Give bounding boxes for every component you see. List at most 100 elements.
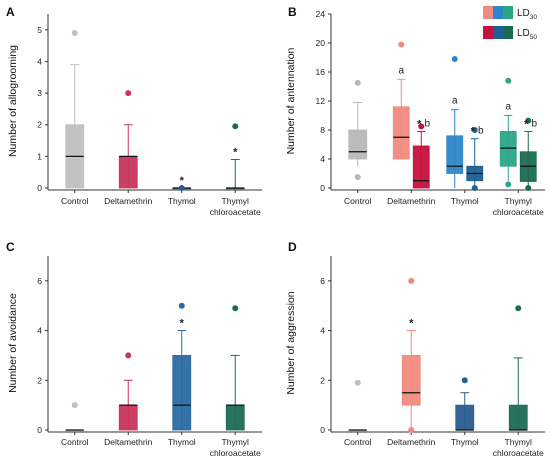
significance-star: * <box>417 118 422 130</box>
outlier-point <box>71 402 78 409</box>
significance-label: a <box>452 96 458 107</box>
box-iqr <box>412 145 430 189</box>
outlier-point <box>71 29 78 36</box>
outlier-point <box>125 90 132 97</box>
y-tick-label: 0 <box>320 425 325 435</box>
outlier-point <box>408 427 415 433</box>
chart-panel-d: 0 2 4 6 D Number of aggression Control Deltamet… <box>285 240 545 458</box>
box-plot-control <box>65 29 85 189</box>
outlier-point <box>505 181 512 188</box>
outlier-point <box>125 352 132 359</box>
x-tick-label: Thymyl <box>505 437 533 447</box>
box-iqr <box>118 155 138 189</box>
outlier-point <box>471 185 478 191</box>
outlier-point <box>515 305 522 312</box>
y-tick-label: 4 <box>320 326 325 336</box>
y-tick-label: 2 <box>37 375 42 385</box>
significance-label: b <box>424 118 430 129</box>
y-tick-label: 4 <box>320 154 325 164</box>
legend-label-subscript: 50 <box>530 34 538 41</box>
box-plot-thymyl-chloroacetate <box>508 305 528 431</box>
x-tick-label: Control <box>61 437 89 447</box>
outlier-point <box>354 79 361 86</box>
significance-star: * <box>471 126 476 138</box>
y-tick-label: 2 <box>320 375 325 385</box>
outlier-point <box>354 379 361 386</box>
legend-label: LD30 <box>517 8 537 21</box>
significance-star: * <box>180 175 185 187</box>
y-tick-label: 6 <box>37 276 42 286</box>
box-iqr <box>118 404 138 431</box>
x-tick-label: Thymol <box>451 196 479 206</box>
outlier-point <box>178 302 185 309</box>
significance-label: a <box>505 102 511 113</box>
y-axis-title: Number of allogrooming <box>7 45 19 157</box>
y-tick-label: 8 <box>320 125 325 135</box>
x-tick-label: Thymol <box>168 437 196 447</box>
y-tick-label: 1 <box>37 151 42 161</box>
box-iqr <box>401 355 421 406</box>
outlier-point <box>418 123 425 130</box>
x-tick-label: Control <box>61 196 89 206</box>
y-axis-title: Number of avoidance <box>7 293 19 393</box>
legend-label: LD50 <box>517 28 537 41</box>
outlier-point <box>408 277 415 284</box>
box-plot-deltamethrin <box>118 352 138 431</box>
outlier-point <box>461 377 468 384</box>
x-tick-label: Deltamethrin <box>104 437 152 447</box>
legend-swatch <box>483 26 493 39</box>
outlier-point <box>471 127 478 133</box>
significance-star: * <box>233 147 238 159</box>
legend-swatch <box>503 6 513 19</box>
outlier-point <box>525 117 532 124</box>
box-plot-thymol-ld50: * b <box>466 126 484 191</box>
box-plot-thymol: * <box>172 302 192 431</box>
x-tick-label: Control <box>344 437 372 447</box>
significance-star: * <box>180 318 185 330</box>
box-iqr <box>225 404 245 431</box>
y-tick-label: 5 <box>37 25 42 35</box>
outlier-point <box>354 174 361 181</box>
y-tick-label: 6 <box>320 276 325 286</box>
legend-swatch <box>493 26 503 39</box>
x-tick-label: Thymol <box>451 437 479 447</box>
y-axis-title: Number of aggression <box>285 291 297 394</box>
significance-star: * <box>409 318 414 330</box>
legend-swatch <box>483 6 493 19</box>
box-iqr <box>172 355 192 431</box>
panel-label: A <box>6 5 15 19</box>
panel-label: B <box>288 5 297 19</box>
x-tick-label: Thymol <box>168 196 196 206</box>
x-tick-label: chloroacetate <box>493 207 544 217</box>
significance-star: * <box>524 118 529 130</box>
box-iqr <box>446 135 464 174</box>
x-tick-label: chloroacetate <box>210 207 261 217</box>
x-tick-label: Thymyl <box>222 437 250 447</box>
outlier-point <box>232 305 239 312</box>
legend-swatch <box>503 26 513 39</box>
x-tick-label: Deltamethrin <box>387 437 435 447</box>
x-tick-label: Thymyl <box>222 196 250 206</box>
box-plot-thymyl-chloroacetate-ld50: * b <box>519 117 537 191</box>
x-tick-label: Deltamethrin <box>387 196 435 206</box>
legend-label-subscript: 30 <box>530 14 538 21</box>
x-tick-label: Thymyl <box>505 196 533 206</box>
panel-label: D <box>288 240 297 254</box>
x-tick-label: chloroacetate <box>493 448 544 458</box>
box-iqr <box>455 404 475 431</box>
y-tick-label: 16 <box>316 67 326 77</box>
box-plot-deltamethrin-ld50: * b <box>412 118 430 189</box>
box-plot-thymol-ld30: a <box>446 55 464 188</box>
box-plot-deltamethrin: * <box>401 277 421 433</box>
y-tick-label: 0 <box>37 183 42 193</box>
y-tick-label: 4 <box>37 56 42 66</box>
box-plot-control <box>348 79 368 181</box>
y-tick-label: 4 <box>37 326 42 336</box>
outlier-point <box>398 41 405 48</box>
box-iqr <box>392 106 410 160</box>
chart-panel-b: 0 4 8 12 16 20 24 B Number of antennation Control… <box>285 5 545 217</box>
box-plot-deltamethrin <box>118 90 138 189</box>
significance-label: a <box>398 65 404 76</box>
y-tick-label: 20 <box>316 38 326 48</box>
